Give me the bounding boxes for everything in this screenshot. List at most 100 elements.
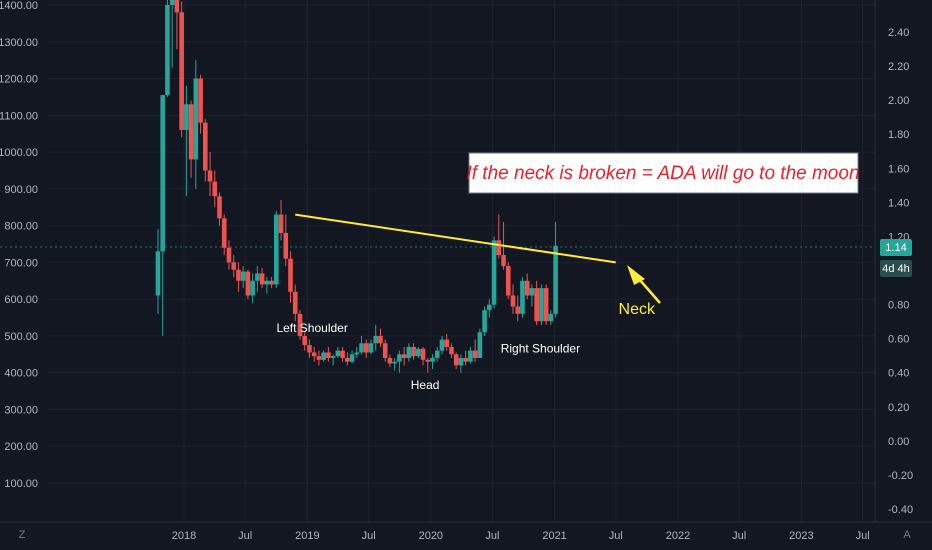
candle[interactable] bbox=[373, 324, 379, 351]
candle[interactable] bbox=[335, 346, 341, 358]
candle[interactable] bbox=[449, 343, 454, 358]
candle[interactable] bbox=[345, 352, 350, 366]
candle[interactable] bbox=[368, 339, 374, 355]
candle[interactable] bbox=[250, 273, 255, 303]
candle[interactable] bbox=[477, 328, 483, 358]
candle[interactable] bbox=[416, 346, 421, 358]
candle[interactable] bbox=[382, 339, 388, 362]
candle[interactable] bbox=[534, 280, 539, 325]
candle[interactable] bbox=[297, 310, 303, 340]
left-axis[interactable]: 100.00 200.00 300.00 400.00 500.00 600.00 700.… bbox=[0, 0, 38, 490]
candle[interactable] bbox=[236, 262, 241, 292]
candle[interactable] bbox=[203, 118, 208, 182]
candle[interactable] bbox=[453, 352, 459, 370]
candle-body bbox=[283, 232, 289, 259]
candles[interactable] bbox=[155, 0, 558, 373]
candle[interactable] bbox=[387, 354, 393, 368]
candle[interactable] bbox=[425, 357, 431, 373]
candle[interactable] bbox=[444, 334, 450, 351]
candle[interactable] bbox=[302, 332, 308, 351]
candle[interactable] bbox=[231, 255, 237, 278]
candle[interactable] bbox=[165, 0, 170, 97]
candle[interactable] bbox=[274, 210, 279, 289]
candle[interactable] bbox=[245, 269, 251, 300]
candle[interactable] bbox=[307, 339, 312, 358]
candle[interactable] bbox=[458, 354, 464, 373]
right-axis[interactable]: -0.40-0.200.000.200.400.600.801.001.201.… bbox=[888, 27, 913, 516]
candle-body bbox=[203, 122, 208, 171]
candle[interactable] bbox=[240, 266, 246, 289]
candle[interactable] bbox=[496, 214, 502, 259]
candle[interactable] bbox=[217, 192, 222, 226]
candle[interactable] bbox=[548, 310, 554, 325]
candle[interactable] bbox=[439, 335, 445, 355]
candle[interactable] bbox=[188, 100, 194, 178]
candle[interactable] bbox=[487, 299, 492, 318]
candle[interactable] bbox=[321, 350, 326, 362]
candle[interactable] bbox=[278, 199, 284, 241]
candle[interactable] bbox=[529, 284, 535, 307]
candle[interactable] bbox=[184, 85, 189, 197]
candle[interactable] bbox=[520, 277, 525, 318]
candle[interactable] bbox=[326, 346, 331, 362]
candle[interactable] bbox=[316, 350, 322, 366]
auto-scale-toggle[interactable]: A bbox=[903, 529, 911, 541]
candle[interactable] bbox=[515, 295, 521, 322]
candle[interactable] bbox=[292, 284, 298, 322]
candle[interactable] bbox=[472, 339, 478, 362]
candle[interactable] bbox=[226, 240, 232, 270]
candle[interactable] bbox=[160, 95, 165, 336]
candle[interactable] bbox=[378, 328, 383, 347]
candle[interactable] bbox=[259, 267, 265, 289]
candle[interactable] bbox=[401, 346, 407, 366]
candle[interactable] bbox=[510, 284, 516, 314]
candle[interactable] bbox=[491, 236, 497, 309]
candle[interactable] bbox=[283, 214, 289, 267]
candle[interactable] bbox=[430, 354, 435, 370]
candle[interactable] bbox=[288, 251, 293, 303]
candle[interactable] bbox=[359, 335, 364, 355]
candle[interactable] bbox=[221, 214, 227, 256]
timezone-toggle[interactable]: Z bbox=[19, 529, 26, 541]
neckline-trendline[interactable] bbox=[295, 213, 616, 264]
candle[interactable] bbox=[539, 284, 544, 325]
candle[interactable] bbox=[207, 152, 213, 197]
candle[interactable] bbox=[363, 339, 369, 358]
candle[interactable] bbox=[311, 346, 317, 362]
candle[interactable] bbox=[193, 60, 199, 189]
candle[interactable] bbox=[406, 343, 412, 362]
candle[interactable] bbox=[179, 1, 184, 138]
candle[interactable] bbox=[468, 346, 473, 364]
candle[interactable] bbox=[354, 346, 360, 358]
x-tick-label: Jul bbox=[238, 530, 252, 542]
neckline[interactable] bbox=[295, 213, 661, 304]
candle[interactable] bbox=[155, 229, 161, 314]
candle[interactable] bbox=[397, 350, 402, 373]
candle[interactable] bbox=[212, 170, 218, 208]
candle[interactable] bbox=[174, 0, 180, 50]
candle[interactable] bbox=[463, 350, 468, 366]
candle-body bbox=[397, 354, 402, 362]
candle[interactable] bbox=[255, 266, 260, 292]
candle[interactable] bbox=[524, 273, 530, 300]
candle[interactable] bbox=[553, 221, 558, 318]
candle[interactable] bbox=[269, 277, 274, 289]
candle[interactable] bbox=[543, 284, 549, 325]
x-axis[interactable]: 2018 Jul 2019 Jul 2020 Jul 2021 Jul 2022 Jul 2023 J… bbox=[172, 530, 870, 542]
callout[interactable]: If the neck is broken = ADA will go to t… bbox=[466, 152, 860, 194]
candle[interactable] bbox=[482, 306, 487, 336]
candle[interactable] bbox=[349, 350, 355, 364]
candle[interactable] bbox=[169, 0, 175, 68]
candle[interactable] bbox=[330, 354, 336, 366]
candle[interactable] bbox=[264, 277, 270, 294]
candle[interactable] bbox=[434, 346, 440, 362]
candle[interactable] bbox=[420, 346, 426, 366]
candle[interactable] bbox=[198, 74, 203, 134]
candle[interactable] bbox=[505, 262, 511, 300]
candle[interactable] bbox=[340, 346, 345, 362]
candle[interactable] bbox=[392, 357, 397, 371]
candle-body bbox=[169, 0, 175, 5]
candle[interactable] bbox=[411, 343, 416, 360]
